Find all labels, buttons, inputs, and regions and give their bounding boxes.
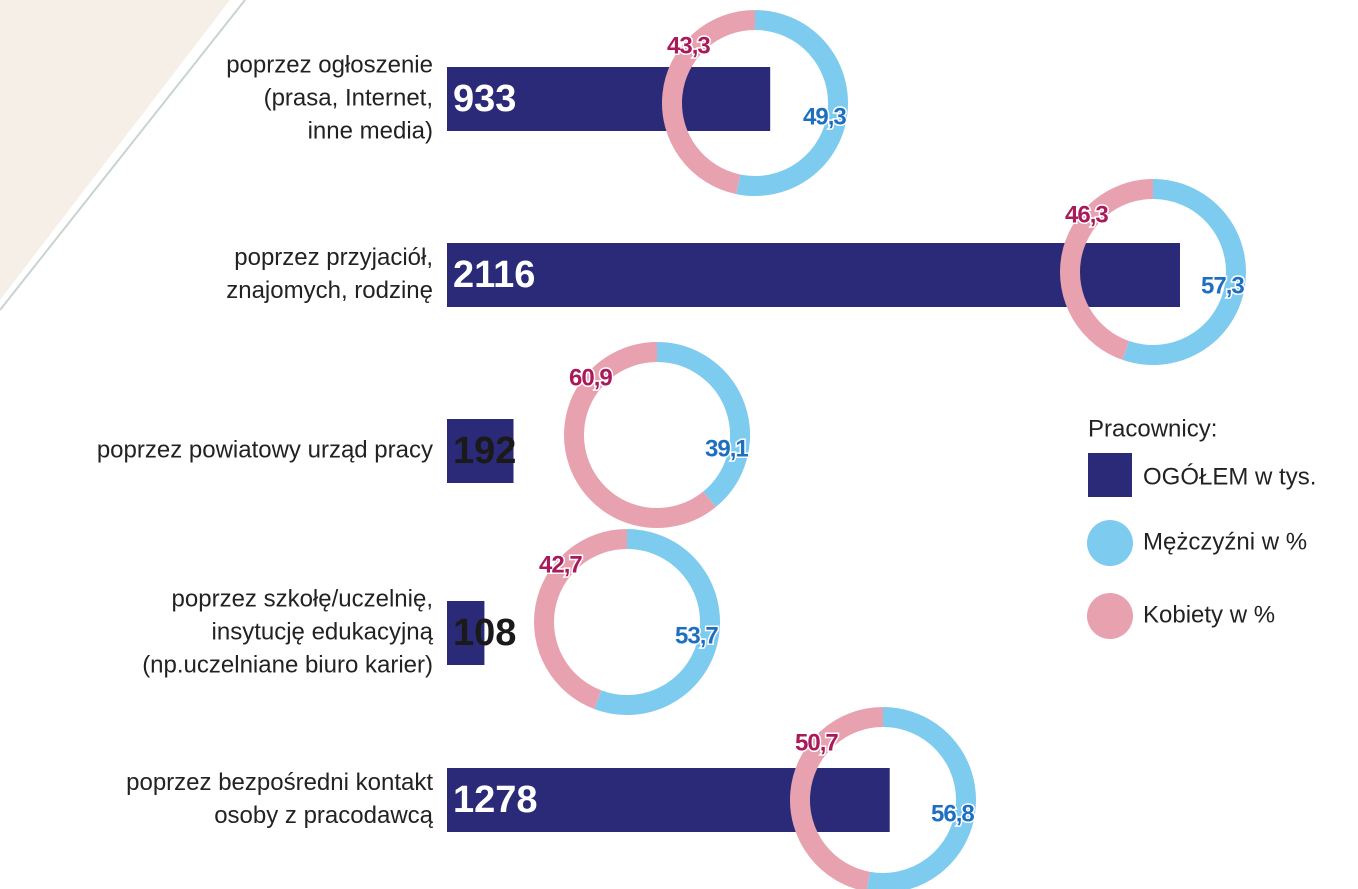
category-label: poprzez przyjaciół, — [234, 244, 433, 271]
men-value-label: 53,7 — [675, 622, 718, 649]
photo-decoration — [0, 0, 230, 300]
donut-women-arc — [564, 342, 716, 528]
legend-swatch — [1088, 453, 1132, 497]
men-value-label: 39,1 — [705, 435, 748, 462]
category-label: poprzez powiatowy urząd pracy — [97, 436, 433, 463]
legend-label: Mężczyźni w % — [1143, 528, 1307, 555]
category-label: insytucję edukacyjną — [212, 618, 434, 645]
category-label: poprzez szkołę/uczelnię, — [172, 585, 433, 612]
bar — [447, 67, 771, 131]
category-label: poprzez ogłoszenie — [226, 51, 433, 78]
legend-label: Kobiety w % — [1143, 601, 1275, 628]
donut-men-arc — [656, 342, 750, 508]
women-value-label: 50,7 — [795, 729, 838, 756]
men-value-label: 49,3 — [803, 103, 846, 130]
women-value-label: 60,9 — [569, 364, 612, 391]
donut-men-arc — [594, 529, 720, 715]
women-value-label: 42,7 — [539, 551, 582, 578]
donut-women-arc — [790, 707, 884, 889]
legend-swatch — [1087, 520, 1133, 566]
legend-label: OGÓŁEM w tys. — [1143, 463, 1316, 490]
bar-value-label: 1278 — [453, 779, 538, 821]
donut-men-arc — [866, 707, 976, 889]
women-value-label: 43,3 — [667, 32, 710, 59]
legend-title: Pracownicy: — [1088, 415, 1217, 442]
men-value-label: 56,8 — [931, 800, 974, 827]
bar-value-label: 933 — [453, 78, 516, 120]
bar — [447, 243, 1180, 307]
bar — [447, 419, 514, 483]
category-label: (prasa, Internet, — [264, 84, 433, 111]
men-value-label: 57,3 — [1201, 272, 1244, 299]
category-label: poprzez bezpośredni kontakt — [126, 769, 433, 796]
donut-women-arc — [662, 10, 756, 195]
category-label: (np.uczelniane biuro karier) — [142, 651, 433, 678]
bar-value-label: 108 — [453, 612, 516, 654]
category-label: inne media) — [308, 117, 433, 144]
donut-women-arc — [534, 529, 628, 710]
bar — [447, 768, 890, 832]
bar — [447, 601, 485, 665]
bar-value-label: 192 — [453, 430, 516, 472]
donut-women-arc — [1060, 179, 1154, 360]
donut-men-arc — [1122, 179, 1246, 365]
decor-line — [0, 0, 246, 311]
legend-swatch — [1087, 593, 1133, 639]
category-label: znajomych, rodzinę — [226, 277, 433, 304]
women-value-label: 46,3 — [1065, 201, 1108, 228]
donut-men-arc — [736, 10, 848, 196]
category-label: osoby z pracodawcą — [214, 802, 433, 829]
bar-value-label: 2116 — [453, 254, 535, 296]
